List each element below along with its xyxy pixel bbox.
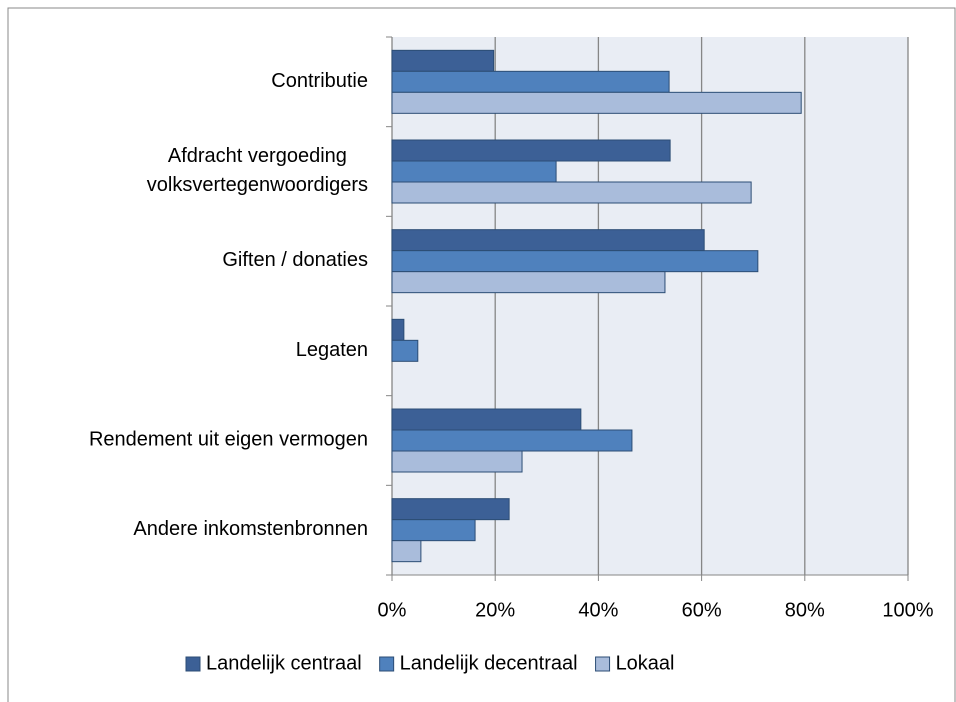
y-tick-label: Afdracht vergoeding volksvertegenwoordige… bbox=[147, 145, 368, 196]
y-tick-label: Giften / donaties bbox=[222, 249, 368, 271]
y-tick-label: Rendement uit eigen vermogen bbox=[89, 429, 368, 451]
legend-swatch bbox=[185, 656, 201, 672]
x-tick-label: 80% bbox=[785, 599, 825, 621]
y-tick-label: Contributie bbox=[271, 70, 368, 92]
bar bbox=[391, 70, 670, 93]
x-tick-label: 20% bbox=[475, 599, 515, 621]
legend-swatch bbox=[379, 656, 395, 672]
y-tick-label: Legaten bbox=[296, 339, 368, 361]
bar bbox=[391, 49, 495, 72]
legend-swatch bbox=[595, 656, 611, 672]
bar bbox=[391, 160, 557, 183]
bar bbox=[391, 498, 510, 521]
bar bbox=[391, 271, 666, 294]
bar bbox=[391, 139, 671, 162]
bar bbox=[391, 91, 802, 114]
y-tick-label: Andere inkomstenbronnen bbox=[133, 518, 368, 540]
bar bbox=[391, 181, 752, 204]
bar bbox=[391, 229, 705, 252]
x-tick-label: 100% bbox=[882, 599, 933, 621]
bar bbox=[391, 450, 523, 473]
x-tick-label: 60% bbox=[682, 599, 722, 621]
plot-area bbox=[392, 37, 908, 575]
bar bbox=[391, 339, 419, 362]
legend-label: Lokaal bbox=[616, 652, 675, 674]
bar bbox=[391, 250, 759, 273]
bar bbox=[391, 540, 422, 563]
bar bbox=[391, 408, 582, 431]
x-tick-label: 0% bbox=[378, 599, 407, 621]
bar bbox=[391, 519, 476, 542]
bar bbox=[391, 429, 633, 452]
legend-label: Landelijk centraal bbox=[206, 652, 362, 674]
x-tick-label: 40% bbox=[578, 599, 618, 621]
legend-label: Landelijk decentraal bbox=[400, 652, 578, 674]
chart-border bbox=[7, 7, 956, 702]
bar bbox=[391, 318, 405, 341]
